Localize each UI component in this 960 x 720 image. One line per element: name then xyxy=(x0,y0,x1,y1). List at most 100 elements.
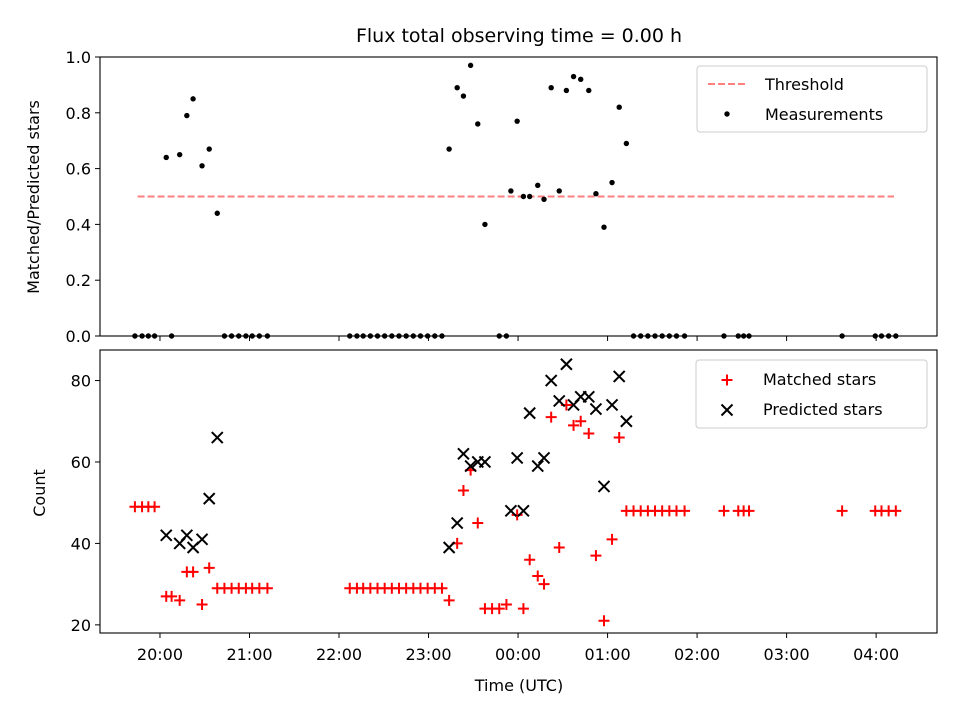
predicted-star-point xyxy=(478,455,492,469)
predicted-star-point xyxy=(589,402,603,416)
matched-star-point xyxy=(187,566,199,578)
matched-star-point xyxy=(606,533,618,545)
matched-star-point xyxy=(500,598,512,610)
measurement-point xyxy=(556,188,562,194)
measurement-point xyxy=(206,146,212,152)
matched-star-point xyxy=(553,541,565,553)
x-axis-label: Time (UTC) xyxy=(474,676,563,695)
matched-star-point xyxy=(511,509,523,521)
matched-star-point xyxy=(718,505,730,517)
measurement-point xyxy=(541,196,547,202)
y-tick-label: 60 xyxy=(71,453,91,472)
x-tick-label: 00:00 xyxy=(495,645,541,664)
measurement-point xyxy=(563,87,570,94)
measurement-point xyxy=(520,193,527,200)
measurement-point xyxy=(199,163,205,169)
matched-star-point xyxy=(743,505,755,517)
predicted-star-point xyxy=(560,358,573,371)
measurement-point xyxy=(526,193,533,200)
matched-star-point xyxy=(532,570,544,582)
legend-measurement-label: Measurements xyxy=(765,105,883,124)
top-y-axis-label: Matched/Predicted stars xyxy=(24,100,43,294)
bottom-panel: 20 40 60 80 20:00 21:00 22:00 23:00 00:00 01:00 02… xyxy=(71,349,938,664)
measurement-point xyxy=(214,210,220,216)
matched-star-point xyxy=(472,517,484,529)
predicted-star-point xyxy=(582,390,595,404)
measurement-point xyxy=(454,84,460,91)
matched-star-point xyxy=(575,415,587,427)
predicted-star-point xyxy=(517,504,530,518)
y-tick-label: 0.8 xyxy=(66,104,91,123)
matched-star-point xyxy=(443,594,455,606)
predicted-star-point xyxy=(510,451,524,465)
predicted-star-point xyxy=(457,447,470,461)
measurement-point xyxy=(586,87,592,94)
matched-star-point xyxy=(261,582,273,594)
matched-star-point xyxy=(679,505,691,517)
predicted-star-point xyxy=(211,431,224,444)
x-tick-label: 02:00 xyxy=(674,645,720,664)
measurement-point xyxy=(184,112,190,119)
y-tick-label: 80 xyxy=(71,372,91,391)
matched-star-point xyxy=(545,411,557,423)
y-tick-label: 40 xyxy=(71,534,91,553)
y-tick-label: 0.2 xyxy=(66,271,91,290)
matched-star-point xyxy=(836,505,848,517)
chart-title: Flux total observing time = 0.00 h xyxy=(356,25,682,47)
legend-predicted-swatch xyxy=(720,403,734,417)
matched-star-point xyxy=(598,615,610,627)
top-plot-frame xyxy=(99,56,938,337)
y-tick-label: 0.4 xyxy=(66,215,91,234)
measurement-point xyxy=(548,84,554,91)
predicted-star-point xyxy=(464,459,477,473)
matched-star-point xyxy=(517,603,529,615)
predicted-star-point xyxy=(160,529,173,542)
legend-matched-swatch xyxy=(721,374,733,386)
matched-star-point xyxy=(457,484,469,496)
bottom-legend-box xyxy=(695,359,928,429)
y-tick-label: 1.0 xyxy=(66,48,91,67)
measurement-point xyxy=(609,179,615,186)
legend-threshold-label: Threshold xyxy=(764,75,844,94)
measurement-point xyxy=(514,118,520,124)
matched-star-point xyxy=(524,554,536,566)
predicted-star-point xyxy=(544,374,558,387)
y-tick-label: 0.0 xyxy=(66,327,91,346)
x-tick-label: 23:00 xyxy=(405,645,451,664)
legend-predicted-label: Predicted stars xyxy=(763,400,883,419)
predicted-star-point xyxy=(531,459,544,473)
predicted-star-point xyxy=(597,480,611,493)
y-tick-label: 0.6 xyxy=(66,160,91,179)
bottom-plot-frame xyxy=(99,349,938,634)
predicted-star-point xyxy=(537,451,551,465)
predicted-star-point xyxy=(180,529,194,542)
matched-star-point xyxy=(590,550,602,562)
x-tick-label: 01:00 xyxy=(585,645,631,664)
measurement-point xyxy=(460,93,467,99)
predicted-star-point xyxy=(203,492,216,505)
matched-star-point xyxy=(203,562,215,574)
measurement-point xyxy=(508,188,514,194)
predicted-star-point xyxy=(605,398,619,412)
top-legend-box xyxy=(696,65,928,133)
predicted-star-point xyxy=(613,370,626,383)
matched-star-point xyxy=(493,603,505,615)
matched-star-point xyxy=(583,427,595,439)
matched-star-point xyxy=(568,419,580,431)
measurement-point xyxy=(535,182,541,189)
predicted-star-point xyxy=(620,415,633,428)
x-tick-label: 22:00 xyxy=(316,645,362,664)
legend-measurement-swatch xyxy=(724,111,730,117)
predicted-star-point xyxy=(195,533,209,546)
measurement-point xyxy=(475,121,481,127)
predicted-star-point xyxy=(523,406,536,420)
matched-star-point xyxy=(196,598,208,610)
top-panel: 0.0 0.2 0.4 0.6 0.8 1.0 Threshold Measurements xyxy=(66,48,938,346)
predicted-star-point xyxy=(553,394,566,408)
measurement-point xyxy=(616,104,622,110)
measurement-point xyxy=(578,76,584,83)
x-tick-label: 20:00 xyxy=(137,645,183,664)
predicted-star-point xyxy=(450,516,464,530)
matched-star-point xyxy=(166,590,178,602)
